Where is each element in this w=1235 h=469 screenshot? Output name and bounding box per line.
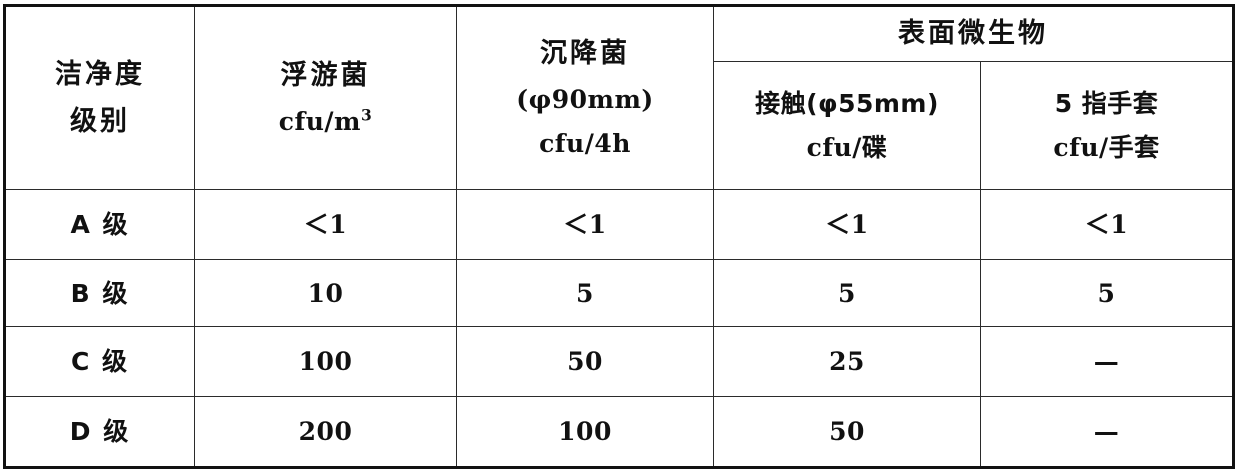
table-row: C 级 100 50 25 — bbox=[4, 326, 1234, 397]
cell-grade: B 级 bbox=[4, 259, 195, 327]
cell-surface-contact-value: 25 bbox=[829, 347, 865, 376]
column-header-grade: 洁净度 级别 bbox=[4, 5, 195, 190]
column-header-airborne-unit: cfu/m3 bbox=[195, 103, 456, 140]
column-header-settling-unit: cfu/4h bbox=[539, 128, 631, 158]
table-row: A 级 ＜1 ＜1 ＜1 ＜1 bbox=[4, 189, 1234, 260]
column-header-airborne-unit-exponent: 3 bbox=[360, 105, 373, 125]
cell-surface-contact: 25 bbox=[713, 326, 981, 397]
column-header-surface-contact: 接触(φ55mm) cfu/碟 bbox=[713, 61, 981, 190]
cell-airborne: 200 bbox=[194, 396, 457, 468]
cell-settling: ＜1 bbox=[456, 189, 714, 260]
cell-surface-contact-value: ＜1 bbox=[825, 210, 869, 239]
cell-grade: A 级 bbox=[4, 189, 195, 260]
cell-surface-contact: ＜1 bbox=[713, 189, 981, 260]
column-header-surface-glove: 5 指手套 cfu/手套 bbox=[980, 61, 1234, 190]
table-header-row-sub: 接触(φ55mm) cfu/碟 5 指手套 cfu/手套 bbox=[5, 61, 1234, 190]
cell-surface-glove-value: — bbox=[1093, 417, 1120, 446]
cell-airborne: 100 bbox=[194, 326, 457, 397]
column-header-surface-contact-title: 接触(φ55mm) bbox=[755, 89, 939, 118]
cell-airborne-value: ＜1 bbox=[303, 210, 348, 239]
cell-settling-value: 50 bbox=[567, 347, 603, 376]
cell-grade-value: B 级 bbox=[70, 278, 130, 308]
cell-settling: 100 bbox=[456, 396, 714, 468]
cell-surface-contact: 5 bbox=[713, 259, 981, 327]
cell-surface-contact: 50 bbox=[713, 396, 981, 468]
column-header-settling-diameter: (φ90mm) bbox=[516, 84, 654, 114]
column-header-settling-title: 沉降菌 bbox=[540, 38, 630, 70]
column-group-header-surface-microbes: 表面微生物 bbox=[713, 5, 1234, 62]
cell-surface-contact-value: 50 bbox=[829, 417, 865, 446]
cleanroom-grade-limits-table: 洁净度 级别 浮游菌 cfu/m3 沉降菌 (φ90mm) cfu/4h 表面微… bbox=[3, 4, 1235, 469]
cell-surface-glove: — bbox=[980, 326, 1234, 397]
column-header-surface-glove-unit: cfu/手套 bbox=[1053, 133, 1160, 162]
table-row: B 级 10 5 5 5 bbox=[4, 259, 1234, 327]
cell-airborne-value: 200 bbox=[298, 417, 353, 446]
cell-grade-value: D 级 bbox=[69, 417, 131, 446]
cell-surface-contact-value: 5 bbox=[838, 278, 856, 308]
cell-surface-glove-value: — bbox=[1093, 347, 1120, 376]
column-group-header-surface-microbes-label: 表面微生物 bbox=[898, 18, 1048, 50]
cell-airborne: ＜1 bbox=[194, 189, 457, 260]
column-header-surface-contact-unit: cfu/碟 bbox=[806, 133, 888, 162]
cell-settling: 50 bbox=[456, 326, 714, 397]
column-header-grade-line-1: 洁净度 bbox=[55, 58, 145, 90]
cell-grade: D 级 bbox=[4, 396, 195, 468]
cell-airborne-value: 100 bbox=[298, 347, 353, 376]
cell-grade: C 级 bbox=[4, 326, 195, 397]
cell-settling-value: ＜1 bbox=[563, 210, 607, 239]
cell-grade-value: C 级 bbox=[70, 347, 130, 376]
cell-surface-glove: ＜1 bbox=[980, 189, 1234, 260]
table-row: D 级 200 100 50 — bbox=[4, 396, 1234, 468]
column-header-airborne-unit-base: cfu/m bbox=[278, 106, 361, 136]
column-header-settling: 沉降菌 (φ90mm) cfu/4h bbox=[456, 5, 714, 190]
cell-settling-value: 5 bbox=[576, 278, 594, 308]
cell-surface-glove-value: 5 bbox=[1097, 278, 1116, 308]
cell-settling: 5 bbox=[456, 259, 714, 327]
table-header-row-top: 洁净度 级别 浮游菌 cfu/m3 沉降菌 (φ90mm) cfu/4h 表面微… bbox=[4, 5, 1234, 190]
cell-settling-value: 100 bbox=[558, 417, 612, 446]
cell-airborne-value: 10 bbox=[307, 278, 344, 308]
cell-surface-glove-value: ＜1 bbox=[1084, 210, 1129, 239]
column-header-grade-line-2: 级别 bbox=[70, 105, 130, 137]
column-header-surface-glove-title: 5 指手套 bbox=[1054, 89, 1159, 118]
cell-airborne: 10 bbox=[194, 259, 457, 327]
column-header-airborne: 浮游菌 cfu/m3 bbox=[194, 5, 457, 190]
column-header-airborne-title: 浮游菌 bbox=[280, 60, 371, 92]
cell-grade-value: A 级 bbox=[70, 210, 130, 239]
cell-surface-glove: 5 bbox=[980, 259, 1234, 327]
cell-surface-glove: — bbox=[980, 396, 1234, 468]
